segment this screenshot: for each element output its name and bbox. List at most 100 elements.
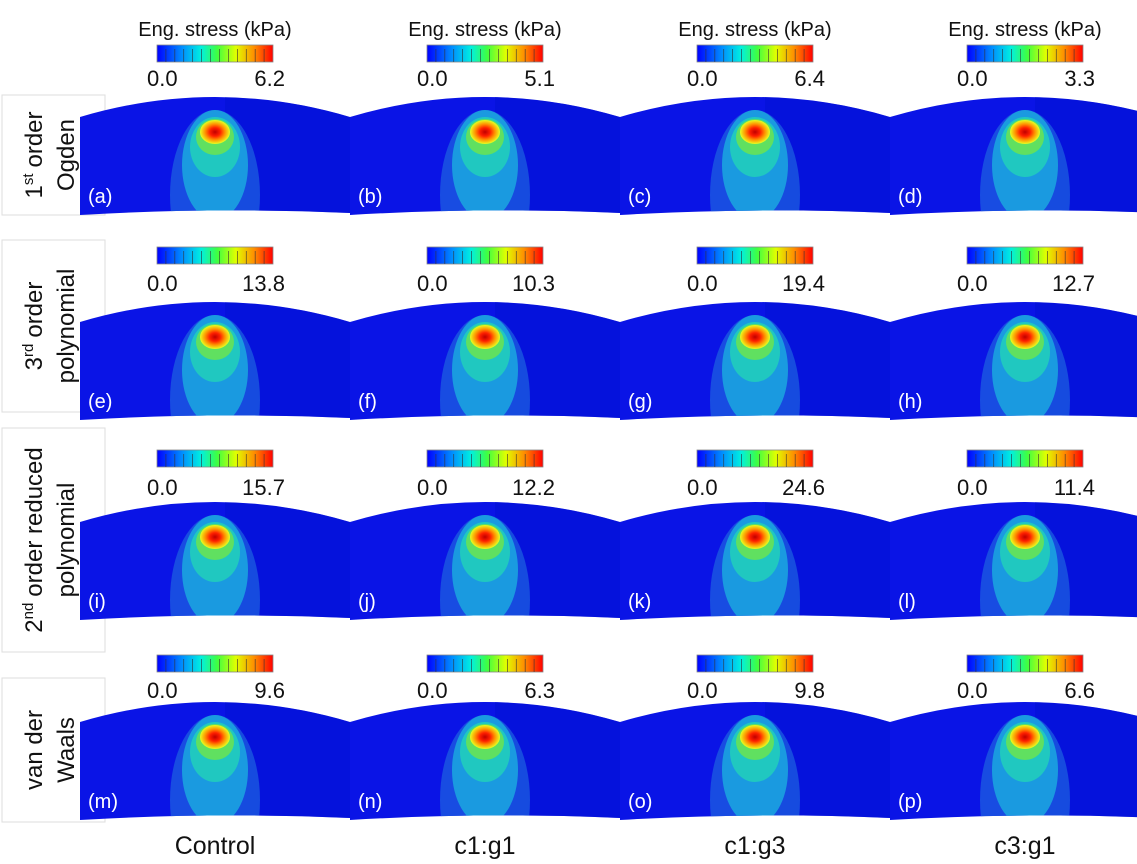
colorbar [697,450,813,467]
scale-min: 0.0 [687,271,718,296]
scale-max: 13.8 [242,271,285,296]
colorbar [427,450,543,467]
stress-hotspot [740,120,770,144]
stress-hotspot [740,325,770,349]
row-label-number: 3 [21,357,48,370]
stress-hotspot [200,725,230,749]
scale-min: 0.0 [147,678,178,703]
stress-hotspot [470,120,500,144]
column-label: Control [175,832,256,860]
colorbar [697,247,813,264]
row-label-text: order [21,282,48,338]
scale-min: 0.0 [687,66,718,91]
stress-hotspot [470,525,500,549]
scale-min: 0.0 [147,475,178,500]
panel-letter: (o) [628,791,652,813]
panel-letter: (h) [898,391,922,413]
scale-min: 0.0 [687,475,718,500]
colorbar-title: Eng. stress (kPa) [678,19,831,41]
column-label: c3:g1 [994,832,1055,860]
stress-hotspot [740,725,770,749]
scale-max: 12.7 [1052,271,1095,296]
scale-max: 5.1 [524,66,555,91]
row-label-line: 3rd order [20,282,48,371]
row-label-line: polynomial [53,269,80,384]
stress-hotspot [740,525,770,549]
stress-hotspot [200,120,230,144]
scale-max: 10.3 [512,271,555,296]
row-label-text: van der [21,710,48,790]
panel-letter: (e) [88,391,112,413]
scale-max: 9.8 [794,678,825,703]
stress-hotspot [200,325,230,349]
scale-min: 0.0 [417,271,448,296]
scale-min: 0.0 [147,271,178,296]
panel-letter: (g) [628,391,652,413]
row-label-superscript: rd [20,344,37,357]
scale-max: 3.3 [1064,66,1095,91]
colorbar [697,45,813,62]
colorbar-title: Eng. stress (kPa) [948,19,1101,41]
column-label: c1:g1 [454,832,515,860]
row-label-text: order [21,111,48,167]
scale-min: 0.0 [687,678,718,703]
row-label-text: order reduced [21,447,48,596]
scale-max: 12.2 [512,475,555,500]
scale-min: 0.0 [957,271,988,296]
row-label-line: 2nd order reduced [20,447,48,632]
row-label-superscript: st [20,173,37,186]
scale-max: 9.6 [254,678,285,703]
scale-max: 11.4 [1054,475,1095,500]
colorbar [697,655,813,672]
scale-min: 0.0 [957,66,988,91]
stress-hotspot [470,725,500,749]
scale-min: 0.0 [417,475,448,500]
row-label-line: Waals [53,717,80,783]
stress-hotspot [1010,725,1040,749]
panel-letter: (i) [88,591,106,613]
colorbar [967,655,1083,672]
row-label-number: 2 [21,619,48,632]
panel-letter: (a) [88,186,112,208]
column-label: c1:g3 [724,832,785,860]
stress-hotspot [1010,325,1040,349]
row-label-line: Ogden [53,119,80,191]
scale-min: 0.0 [417,678,448,703]
scale-max: 6.3 [524,678,555,703]
colorbar [427,45,543,62]
scale-max: 19.4 [782,271,825,296]
row-label-line: van der [21,710,48,790]
stress-hotspot [1010,120,1040,144]
panel-letter: (f) [358,391,377,413]
row-label-line: polynomial [53,483,80,598]
stress-hotspot [470,325,500,349]
row-label-superscript: nd [20,603,37,620]
scale-max: 15.7 [242,475,285,500]
scale-min: 0.0 [147,66,178,91]
stress-hotspot [1010,525,1040,549]
colorbar-title: Eng. stress (kPa) [408,19,561,41]
colorbar [967,450,1083,467]
scale-max: 6.4 [794,66,825,91]
panel-letter: (n) [358,791,382,813]
row-label-number: 1 [21,185,48,198]
panel-letter: (d) [898,186,922,208]
panel-letter: (m) [88,791,118,813]
colorbar [967,247,1083,264]
colorbar [427,655,543,672]
scale-min: 0.0 [957,678,988,703]
panel-letter: (l) [898,591,916,613]
scale-min: 0.0 [417,66,448,91]
colorbar [967,45,1083,62]
panel-letter: (j) [358,591,376,613]
panel-letter: (c) [628,186,651,208]
colorbar [157,450,273,467]
panel-letter: (p) [898,791,922,813]
scale-max: 24.6 [782,475,825,500]
panel-letter: (b) [358,186,382,208]
panel-letter: (k) [628,591,651,613]
colorbar [157,655,273,672]
row-label-line: 1st order [20,111,48,198]
scale-max: 6.6 [1064,678,1095,703]
figure: Controlc1:g1c1:g3c3:g11storderOgdenEng. … [0,0,1137,864]
